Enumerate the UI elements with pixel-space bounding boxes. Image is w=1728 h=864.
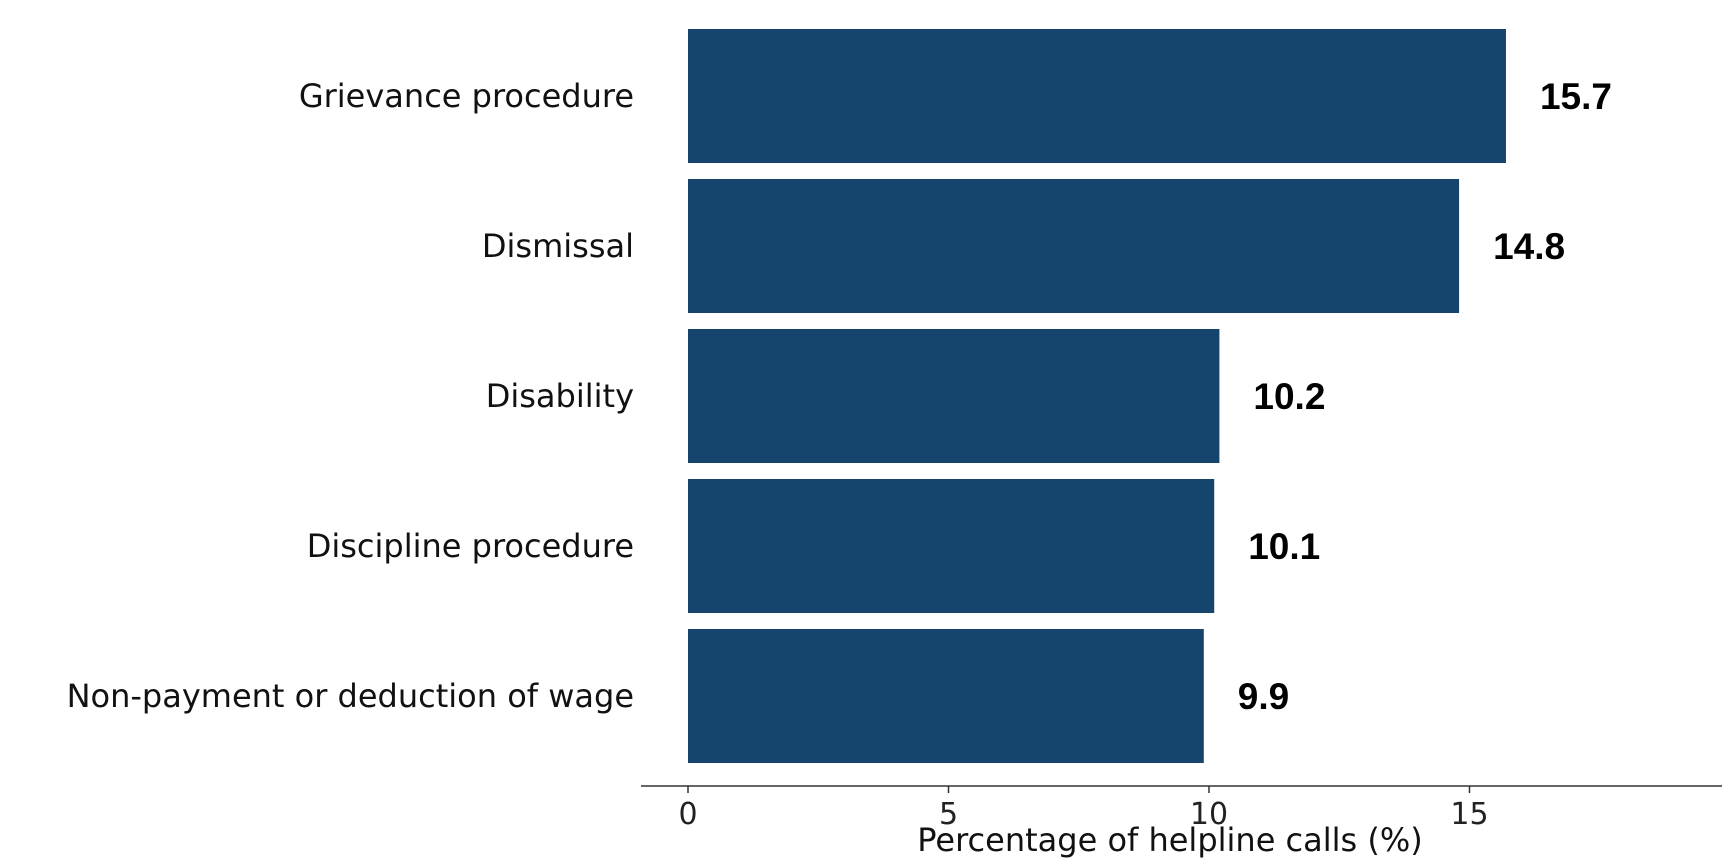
category-label: Non-payment or deduction of wage: [67, 677, 634, 715]
bar-value-label: 15.7: [1540, 76, 1612, 117]
category-label: Disability: [486, 377, 634, 415]
category-label: Discipline procedure: [307, 527, 634, 565]
x-tick-label: 15: [1450, 797, 1488, 832]
bar-value-label: 10.1: [1248, 526, 1320, 567]
bar: [688, 629, 1204, 763]
bar: [688, 179, 1460, 313]
bars-group: [688, 29, 1506, 763]
x-tick-label: 0: [678, 797, 697, 832]
bar-value-label: 9.9: [1238, 676, 1289, 717]
category-labels-group: Grievance procedure Dismissal Disability Di…: [67, 77, 634, 715]
bar-value-label: 14.8: [1493, 226, 1565, 267]
bar: [688, 479, 1215, 613]
x-tick-label: 5: [939, 797, 958, 832]
category-label: Grievance procedure: [299, 77, 634, 115]
x-tick-label: 10: [1190, 797, 1228, 832]
value-labels-group: 15.7 14.8 10.2 10.1 9.9: [1238, 76, 1612, 717]
bar: [688, 329, 1220, 463]
x-axis-title: Percentage of helpline calls (%): [917, 821, 1423, 859]
bar: [688, 29, 1506, 163]
x-axis-ticks: 0 5 10 15: [678, 786, 1489, 832]
category-label: Dismissal: [482, 227, 634, 265]
bar-value-label: 10.2: [1253, 376, 1325, 417]
